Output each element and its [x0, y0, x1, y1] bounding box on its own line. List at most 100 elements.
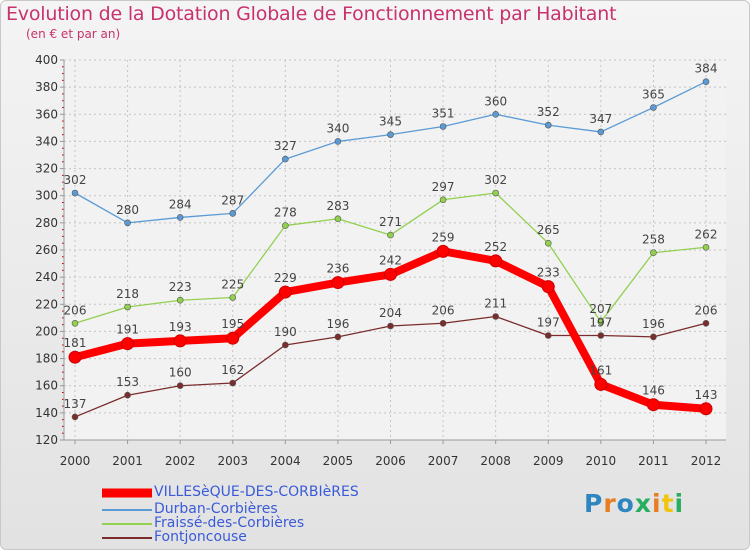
data-label: 233 [537, 266, 560, 280]
data-label: 384 [695, 62, 718, 76]
data-point [439, 196, 447, 204]
data-label: 223 [169, 280, 192, 294]
y-tick-label: 320 [35, 162, 58, 176]
data-label: 340 [326, 121, 349, 135]
y-tick-label: 140 [35, 406, 58, 420]
x-tick-label: 2002 [165, 454, 196, 468]
chart-title: Evolution de la Dotation Globale de Fonc… [6, 3, 617, 25]
data-point [650, 333, 657, 341]
y-tick-label: 360 [35, 107, 58, 121]
data-point [597, 332, 605, 339]
data-label: 153 [116, 375, 139, 389]
data-label: 280 [116, 203, 139, 217]
data-label: 236 [326, 262, 349, 276]
data-point [334, 333, 342, 341]
data-point [387, 131, 394, 138]
proxiti-logo: Proxiti [584, 489, 685, 518]
chart-axes: 1201401601802002202402602803003203403603… [35, 53, 726, 468]
data-label: 229 [274, 271, 297, 285]
data-label: 365 [642, 88, 665, 102]
data-label: 146 [642, 384, 665, 398]
data-point [702, 319, 710, 327]
legend-swatch [102, 488, 152, 498]
data-label: 197 [537, 316, 560, 330]
data-point [176, 214, 184, 221]
data-label: 351 [432, 107, 455, 121]
data-point [121, 337, 135, 351]
data-label: 302 [484, 173, 507, 187]
data-point [646, 398, 660, 412]
x-tick-label: 2001 [112, 454, 143, 468]
data-point [492, 313, 499, 320]
data-point [702, 243, 710, 251]
data-label: 297 [432, 180, 455, 194]
legend-item: VILLESèQUE-DES-CORBIèRES [102, 484, 522, 500]
data-label: 193 [169, 320, 192, 334]
x-tick-label: 2011 [638, 454, 669, 468]
data-point [68, 350, 82, 364]
data-point [439, 123, 447, 130]
data-label: 258 [642, 233, 665, 247]
legend-swatch [102, 537, 152, 539]
data-label: 161 [589, 363, 612, 377]
data-point [594, 377, 608, 391]
y-tick-label: 240 [35, 270, 58, 284]
data-point [278, 285, 292, 299]
data-label: 252 [484, 240, 507, 254]
data-point [597, 128, 605, 136]
data-point [492, 110, 499, 118]
data-point [544, 121, 552, 129]
legend-label: Durban-Corbières [154, 501, 278, 517]
data-point [387, 231, 394, 239]
data-label: 278 [274, 206, 297, 220]
data-point [282, 155, 289, 163]
x-tick-label: 2007 [428, 454, 459, 468]
x-tick-label: 2009 [533, 454, 564, 468]
x-tick-label: 2003 [217, 454, 248, 468]
data-label: 287 [221, 193, 244, 207]
x-tick-label: 2000 [60, 454, 91, 468]
y-tick-label: 200 [35, 324, 58, 338]
y-tick-label: 120 [35, 433, 58, 447]
legend-swatch [102, 509, 152, 511]
chart-series [68, 78, 713, 421]
data-label: 265 [537, 223, 560, 237]
data-label: 191 [116, 323, 139, 337]
data-point [489, 254, 503, 268]
chart-grid [64, 59, 726, 441]
legend-item: Durban-Corbières [102, 501, 522, 517]
y-tick-label: 260 [35, 243, 58, 257]
data-point [650, 249, 657, 257]
x-tick-label: 2012 [691, 454, 722, 468]
data-point [226, 331, 240, 345]
y-tick-label: 300 [35, 189, 58, 203]
x-tick-label: 2010 [586, 454, 617, 468]
data-point [229, 294, 237, 301]
data-label: 162 [221, 363, 244, 377]
data-point [331, 276, 345, 290]
y-tick-label: 400 [35, 53, 58, 67]
data-point [71, 413, 79, 421]
data-label: 137 [64, 397, 87, 411]
data-label: 195 [221, 317, 244, 331]
data-label: 204 [379, 306, 402, 320]
y-tick-label: 380 [35, 80, 58, 94]
x-tick-label: 2004 [270, 454, 301, 468]
data-point [597, 318, 605, 326]
data-point [124, 391, 131, 399]
data-point [71, 319, 79, 327]
data-point [544, 239, 552, 247]
data-label: 206 [432, 303, 455, 317]
data-point [176, 296, 184, 304]
x-tick-label: 2006 [375, 454, 406, 468]
data-label: 207 [589, 302, 612, 316]
data-label: 196 [642, 317, 665, 331]
x-tick-label: 2005 [323, 454, 354, 468]
data-label: 302 [64, 173, 87, 187]
data-point [124, 303, 131, 311]
chart-data-labels: 302 280 284 287 327 340 345 351 360 352 347 365 384 2… [64, 62, 718, 411]
data-label: 143 [695, 388, 718, 402]
data-label: 160 [169, 366, 192, 380]
data-point [71, 189, 79, 197]
